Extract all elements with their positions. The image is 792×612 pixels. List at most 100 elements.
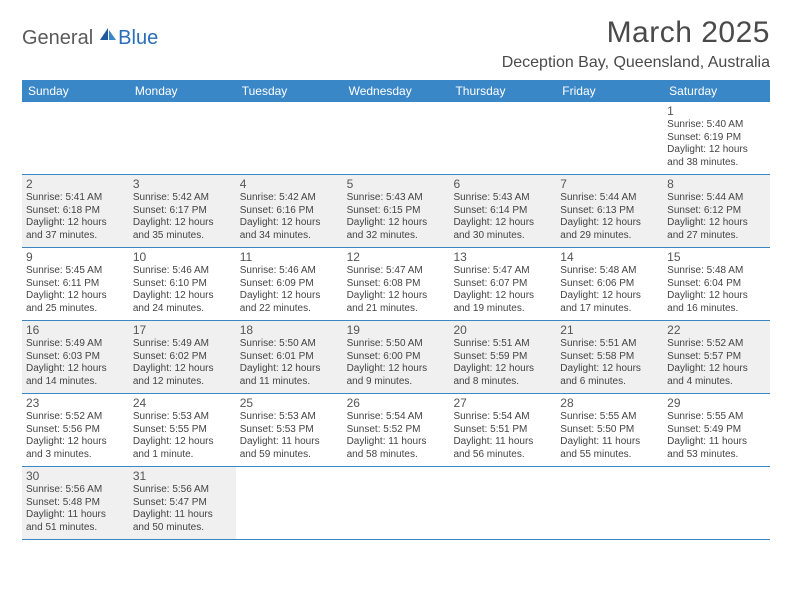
day-cell: 2Sunrise: 5:41 AMSunset: 6:18 PMDaylight… (22, 175, 129, 247)
daylight-text: and 38 minutes. (667, 157, 766, 170)
day-info: Sunrise: 5:48 AMSunset: 6:04 PMDaylight:… (667, 265, 766, 315)
day-number: 15 (667, 250, 766, 264)
sunset-text: Sunset: 5:47 PM (133, 497, 232, 510)
week-row: 23Sunrise: 5:52 AMSunset: 5:56 PMDayligh… (22, 394, 770, 467)
sunset-text: Sunset: 5:50 PM (560, 424, 659, 437)
daylight-text: Daylight: 12 hours (667, 144, 766, 157)
sunrise-text: Sunrise: 5:55 AM (560, 411, 659, 424)
sunset-text: Sunset: 6:02 PM (133, 351, 232, 364)
title-block: March 2025 Deception Bay, Queensland, Au… (502, 16, 770, 72)
sunset-text: Sunset: 6:12 PM (667, 205, 766, 218)
daylight-text: Daylight: 11 hours (453, 436, 552, 449)
day-info: Sunrise: 5:46 AMSunset: 6:10 PMDaylight:… (133, 265, 232, 315)
sunset-text: Sunset: 5:53 PM (240, 424, 339, 437)
sunrise-text: Sunrise: 5:42 AM (240, 192, 339, 205)
day-number: 21 (560, 323, 659, 337)
day-header: Wednesday (343, 80, 450, 102)
daylight-text: and 29 minutes. (560, 230, 659, 243)
daylight-text: Daylight: 12 hours (133, 217, 232, 230)
sunset-text: Sunset: 5:51 PM (453, 424, 552, 437)
day-info: Sunrise: 5:52 AMSunset: 5:56 PMDaylight:… (26, 411, 125, 461)
daylight-text: and 3 minutes. (26, 449, 125, 462)
daylight-text: Daylight: 12 hours (347, 363, 446, 376)
day-number: 27 (453, 396, 552, 410)
day-info: Sunrise: 5:55 AMSunset: 5:50 PMDaylight:… (560, 411, 659, 461)
daylight-text: Daylight: 11 hours (560, 436, 659, 449)
day-info: Sunrise: 5:43 AMSunset: 6:14 PMDaylight:… (453, 192, 552, 242)
day-info: Sunrise: 5:50 AMSunset: 6:00 PMDaylight:… (347, 338, 446, 388)
day-info: Sunrise: 5:42 AMSunset: 6:16 PMDaylight:… (240, 192, 339, 242)
sunset-text: Sunset: 5:48 PM (26, 497, 125, 510)
day-number: 2 (26, 177, 125, 191)
day-cell: 20Sunrise: 5:51 AMSunset: 5:59 PMDayligh… (449, 321, 556, 393)
sunset-text: Sunset: 6:09 PM (240, 278, 339, 291)
sunset-text: Sunset: 6:08 PM (347, 278, 446, 291)
daylight-text: and 9 minutes. (347, 376, 446, 389)
day-number: 28 (560, 396, 659, 410)
sunset-text: Sunset: 5:57 PM (667, 351, 766, 364)
day-number: 16 (26, 323, 125, 337)
empty-cell (449, 102, 556, 174)
header: General Blue March 2025 Deception Bay, Q… (22, 16, 770, 72)
week-row: 16Sunrise: 5:49 AMSunset: 6:03 PMDayligh… (22, 321, 770, 394)
day-cell: 4Sunrise: 5:42 AMSunset: 6:16 PMDaylight… (236, 175, 343, 247)
day-info: Sunrise: 5:41 AMSunset: 6:18 PMDaylight:… (26, 192, 125, 242)
daylight-text: and 17 minutes. (560, 303, 659, 316)
daylight-text: Daylight: 12 hours (667, 217, 766, 230)
sunrise-text: Sunrise: 5:48 AM (667, 265, 766, 278)
empty-cell (556, 467, 663, 539)
sunset-text: Sunset: 5:56 PM (26, 424, 125, 437)
daylight-text: Daylight: 11 hours (240, 436, 339, 449)
daylight-text: and 58 minutes. (347, 449, 446, 462)
day-number: 20 (453, 323, 552, 337)
daylight-text: Daylight: 12 hours (26, 436, 125, 449)
day-cell: 3Sunrise: 5:42 AMSunset: 6:17 PMDaylight… (129, 175, 236, 247)
daylight-text: and 37 minutes. (26, 230, 125, 243)
day-number: 10 (133, 250, 232, 264)
day-info: Sunrise: 5:46 AMSunset: 6:09 PMDaylight:… (240, 265, 339, 315)
day-number: 18 (240, 323, 339, 337)
day-info: Sunrise: 5:56 AMSunset: 5:47 PMDaylight:… (133, 484, 232, 534)
day-info: Sunrise: 5:49 AMSunset: 6:03 PMDaylight:… (26, 338, 125, 388)
sunrise-text: Sunrise: 5:44 AM (560, 192, 659, 205)
daylight-text: and 4 minutes. (667, 376, 766, 389)
sunrise-text: Sunrise: 5:49 AM (133, 338, 232, 351)
day-number: 17 (133, 323, 232, 337)
day-cell: 28Sunrise: 5:55 AMSunset: 5:50 PMDayligh… (556, 394, 663, 466)
daylight-text: Daylight: 12 hours (560, 363, 659, 376)
daylight-text: and 14 minutes. (26, 376, 125, 389)
day-cell: 30Sunrise: 5:56 AMSunset: 5:48 PMDayligh… (22, 467, 129, 539)
daylight-text: Daylight: 12 hours (560, 217, 659, 230)
daylight-text: Daylight: 12 hours (133, 436, 232, 449)
daylight-text: and 56 minutes. (453, 449, 552, 462)
day-header: Thursday (449, 80, 556, 102)
day-cell: 6Sunrise: 5:43 AMSunset: 6:14 PMDaylight… (449, 175, 556, 247)
daylight-text: and 35 minutes. (133, 230, 232, 243)
day-cell: 5Sunrise: 5:43 AMSunset: 6:15 PMDaylight… (343, 175, 450, 247)
daylight-text: Daylight: 12 hours (667, 290, 766, 303)
sunset-text: Sunset: 6:14 PM (453, 205, 552, 218)
daylight-text: Daylight: 11 hours (26, 509, 125, 522)
daylight-text: Daylight: 12 hours (26, 290, 125, 303)
day-info: Sunrise: 5:45 AMSunset: 6:11 PMDaylight:… (26, 265, 125, 315)
day-header: Tuesday (236, 80, 343, 102)
empty-cell (343, 102, 450, 174)
day-cell: 27Sunrise: 5:54 AMSunset: 5:51 PMDayligh… (449, 394, 556, 466)
day-number: 1 (667, 104, 766, 118)
sunrise-text: Sunrise: 5:54 AM (453, 411, 552, 424)
location: Deception Bay, Queensland, Australia (502, 54, 770, 72)
sunset-text: Sunset: 5:55 PM (133, 424, 232, 437)
day-info: Sunrise: 5:51 AMSunset: 5:58 PMDaylight:… (560, 338, 659, 388)
day-number: 9 (26, 250, 125, 264)
week-row: 30Sunrise: 5:56 AMSunset: 5:48 PMDayligh… (22, 467, 770, 540)
day-info: Sunrise: 5:47 AMSunset: 6:07 PMDaylight:… (453, 265, 552, 315)
day-cell: 14Sunrise: 5:48 AMSunset: 6:06 PMDayligh… (556, 248, 663, 320)
empty-cell (663, 467, 770, 539)
logo-text-blue: Blue (118, 27, 158, 50)
day-cell: 11Sunrise: 5:46 AMSunset: 6:09 PMDayligh… (236, 248, 343, 320)
day-header-row: Sunday Monday Tuesday Wednesday Thursday… (22, 80, 770, 102)
week-row: 2Sunrise: 5:41 AMSunset: 6:18 PMDaylight… (22, 175, 770, 248)
empty-cell (129, 102, 236, 174)
daylight-text: and 30 minutes. (453, 230, 552, 243)
sunset-text: Sunset: 5:58 PM (560, 351, 659, 364)
